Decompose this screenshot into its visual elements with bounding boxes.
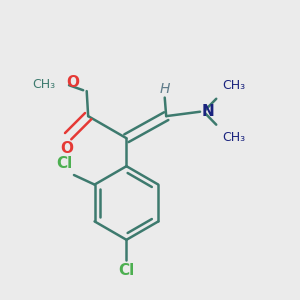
Text: O: O — [60, 142, 73, 157]
Text: CH₃: CH₃ — [33, 78, 56, 91]
Text: H: H — [160, 82, 170, 95]
Text: O: O — [66, 75, 79, 90]
Text: Cl: Cl — [118, 263, 135, 278]
Text: CH₃: CH₃ — [222, 79, 245, 92]
Text: N: N — [202, 104, 214, 119]
Text: CH₃: CH₃ — [222, 131, 245, 145]
Text: Cl: Cl — [56, 156, 73, 171]
